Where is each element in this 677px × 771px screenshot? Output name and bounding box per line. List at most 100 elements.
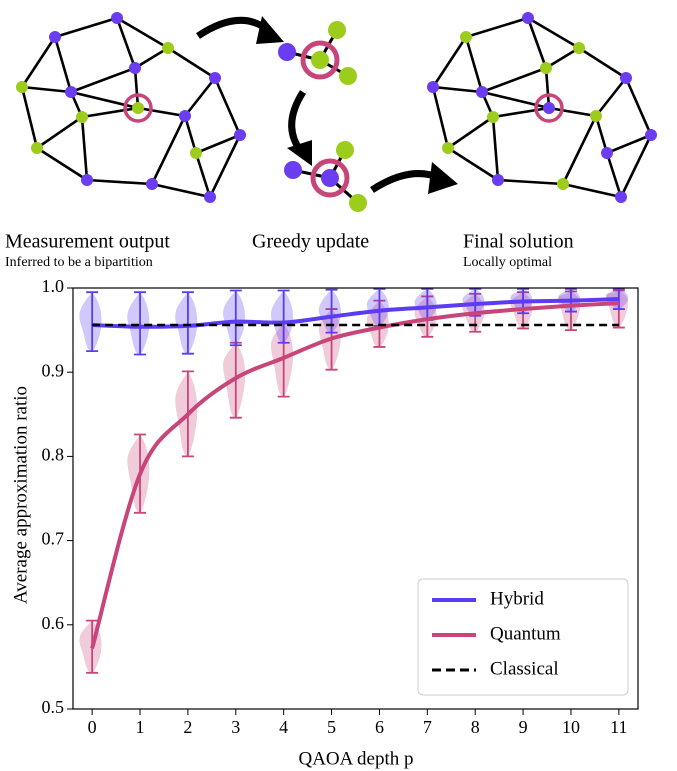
node xyxy=(129,62,141,74)
diagram xyxy=(16,12,657,212)
y-tick-label: 0.7 xyxy=(42,529,65,549)
edge xyxy=(562,182,622,199)
node xyxy=(81,174,93,186)
y-tick-label: 0.8 xyxy=(42,445,65,465)
y-axis-label: Average approximation ratio xyxy=(10,386,31,604)
edge xyxy=(183,115,198,154)
node xyxy=(146,178,158,190)
edge xyxy=(605,152,623,198)
highlight-ring xyxy=(534,93,564,123)
edge xyxy=(431,36,468,88)
legend-label: Classical xyxy=(490,658,559,679)
highlight-ring xyxy=(310,158,350,198)
x-tick-label: 4 xyxy=(279,717,288,737)
edge xyxy=(432,85,483,94)
plot-frame xyxy=(72,287,639,710)
node xyxy=(284,161,302,179)
edge xyxy=(53,36,73,93)
edge xyxy=(526,17,548,69)
x-tick-label: 6 xyxy=(375,717,384,737)
node xyxy=(111,12,123,24)
node xyxy=(427,81,439,93)
node xyxy=(557,178,569,190)
edge xyxy=(624,77,653,136)
edge xyxy=(21,85,72,94)
node xyxy=(601,147,613,159)
node xyxy=(16,81,28,93)
x-tick-label: 8 xyxy=(471,717,480,737)
edge xyxy=(594,115,609,154)
node xyxy=(336,141,354,159)
edge xyxy=(561,115,598,185)
edge xyxy=(133,67,140,109)
y-tick-label: 0.6 xyxy=(42,613,65,633)
x-tick-label: 9 xyxy=(519,717,528,737)
y-tick-label: 0.5 xyxy=(42,697,65,717)
edge xyxy=(594,77,628,117)
node xyxy=(321,169,339,187)
stage-title: Measurement output xyxy=(5,231,170,253)
x-tick-label: 11 xyxy=(610,717,627,737)
node xyxy=(204,191,216,203)
edge xyxy=(137,106,186,118)
node xyxy=(209,72,221,84)
x-tick-label: 2 xyxy=(183,717,192,737)
edge xyxy=(464,36,484,93)
edge xyxy=(20,36,57,88)
highlight-ring xyxy=(123,93,153,123)
node xyxy=(487,111,499,123)
node xyxy=(476,86,488,98)
node xyxy=(65,86,77,98)
x-tick-label: 3 xyxy=(231,717,240,737)
node xyxy=(573,42,585,54)
stage-subtitle: Locally optimal xyxy=(463,255,552,270)
node xyxy=(543,102,555,114)
node xyxy=(278,43,296,61)
edge xyxy=(606,133,652,155)
violin xyxy=(79,292,102,352)
edge xyxy=(116,16,169,50)
series-line xyxy=(90,301,619,649)
node xyxy=(234,129,246,141)
edge xyxy=(86,178,153,186)
arrows xyxy=(196,16,458,194)
edge xyxy=(194,152,212,198)
error-bar xyxy=(277,289,290,344)
node xyxy=(492,174,504,186)
node xyxy=(460,31,472,43)
edge xyxy=(213,77,242,136)
error-bar xyxy=(134,291,147,356)
violin xyxy=(366,288,389,326)
node xyxy=(328,21,346,39)
node xyxy=(590,110,602,122)
stage-title: Greedy update xyxy=(252,231,369,253)
graph xyxy=(427,12,657,203)
graph xyxy=(16,12,246,203)
node xyxy=(645,129,657,141)
edge xyxy=(208,134,242,198)
x-tick-label: 1 xyxy=(136,717,145,737)
node xyxy=(620,72,632,84)
edge xyxy=(548,106,597,118)
legend-box xyxy=(417,578,629,696)
violin xyxy=(127,292,150,355)
edge xyxy=(544,67,551,109)
edge xyxy=(447,115,494,150)
node xyxy=(76,111,88,123)
x-tick-label: 0 xyxy=(88,717,97,737)
edge xyxy=(134,46,169,70)
edge xyxy=(195,133,241,155)
edge xyxy=(70,66,136,94)
edge xyxy=(167,46,216,80)
y-tick-label: 0.9 xyxy=(42,360,65,380)
edge xyxy=(431,86,450,149)
highlight-ring xyxy=(300,40,340,80)
edge xyxy=(81,106,139,119)
legend-label: Quantum xyxy=(490,623,561,644)
node xyxy=(132,102,144,114)
edge xyxy=(36,146,88,182)
node xyxy=(162,42,174,54)
edge xyxy=(527,16,580,50)
edge xyxy=(115,17,137,69)
